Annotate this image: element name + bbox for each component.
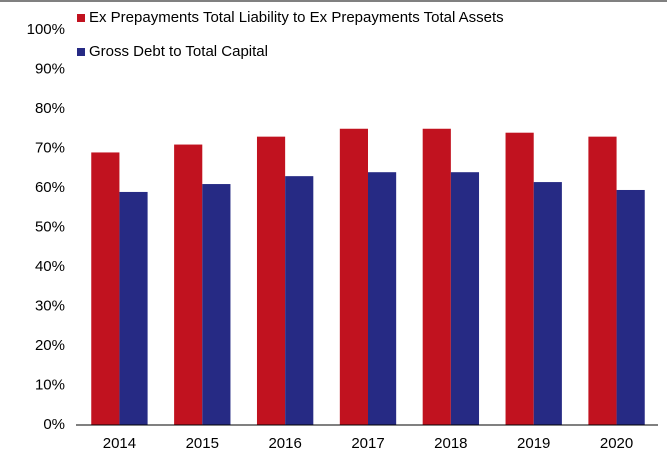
legend-swatch [77, 48, 85, 56]
bar [202, 184, 231, 425]
y-tick-label: 80% [35, 100, 65, 117]
y-tick-label: 40% [35, 258, 65, 275]
y-tick-label: 10% [35, 376, 65, 393]
y-tick-label: 70% [35, 139, 65, 156]
x-tick-label: 2020 [600, 435, 633, 452]
legend-label: Gross Debt to Total Capital [89, 43, 268, 60]
y-tick-label: 30% [35, 297, 65, 314]
x-tick-label: 2018 [434, 435, 467, 452]
bar [533, 182, 562, 425]
bar [505, 132, 534, 425]
y-tick-label: 90% [35, 60, 65, 77]
bar [119, 191, 148, 425]
bar [616, 189, 645, 425]
bar [450, 172, 480, 425]
y-tick-label: 50% [35, 218, 65, 235]
bar [91, 152, 120, 425]
bar [285, 176, 314, 425]
y-tick-label: 20% [35, 337, 65, 354]
x-tick-label: 2016 [268, 435, 301, 452]
y-tick-label: 60% [35, 179, 65, 196]
legend-swatch [77, 14, 85, 22]
bar [256, 136, 286, 425]
bar [422, 128, 451, 425]
x-tick-label: 2019 [517, 435, 550, 452]
bar [339, 128, 368, 425]
bar [588, 136, 617, 425]
x-tick-label: 2015 [186, 435, 219, 452]
y-tick-label: 100% [27, 21, 65, 38]
y-tick-label: 0% [43, 416, 65, 433]
x-tick-label: 2014 [103, 435, 136, 452]
legend-label: Ex Prepayments Total Liability to Ex Pre… [89, 9, 504, 26]
bar [368, 172, 397, 425]
x-tick-label: 2017 [351, 435, 384, 452]
bar [174, 144, 203, 426]
